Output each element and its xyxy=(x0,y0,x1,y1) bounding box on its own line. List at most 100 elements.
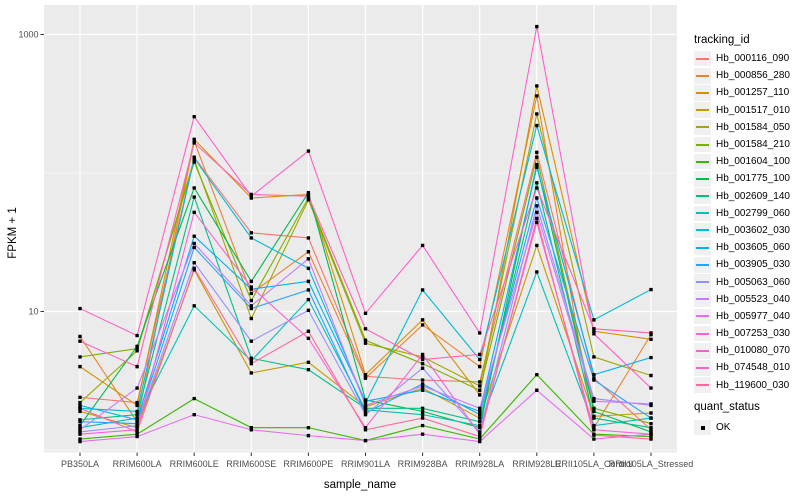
data-point xyxy=(420,412,425,417)
legend-item-label: Hb_003602_030 xyxy=(716,224,790,236)
data-point xyxy=(192,266,196,271)
data-point xyxy=(249,339,253,343)
data-point xyxy=(363,376,368,380)
line-swatch-icon xyxy=(696,57,709,60)
data-point xyxy=(592,409,596,414)
data-point xyxy=(249,306,253,311)
data-point xyxy=(363,438,368,443)
data-point xyxy=(420,384,425,388)
data-point xyxy=(535,388,539,392)
x-tick-label: RRIM600LA xyxy=(113,459,162,469)
data-point xyxy=(420,361,425,366)
data-point xyxy=(535,196,539,200)
data-point xyxy=(306,425,311,430)
data-point xyxy=(135,333,139,338)
data-point xyxy=(306,367,311,372)
data-point xyxy=(363,412,368,417)
data-point xyxy=(306,360,311,364)
legend-item-label: Hb_001517_010 xyxy=(716,104,790,116)
line-swatch-icon xyxy=(696,109,709,112)
data-point xyxy=(306,279,311,284)
data-point xyxy=(78,428,82,432)
data-point xyxy=(306,191,311,195)
plot-panel xyxy=(44,5,677,453)
data-point xyxy=(649,287,653,292)
line-swatch-icon xyxy=(696,195,709,198)
data-point xyxy=(478,434,482,439)
legend-key-swatch xyxy=(694,377,711,393)
data-point xyxy=(592,327,596,331)
x-tick-label: RRII105LA_Control xyxy=(555,459,633,469)
data-point xyxy=(478,439,482,444)
data-point xyxy=(249,359,253,363)
data-point xyxy=(192,304,196,308)
data-point xyxy=(306,194,311,198)
data-point xyxy=(420,406,425,411)
data-point xyxy=(592,372,596,377)
y-tick-label: 1000 xyxy=(18,30,38,40)
legend-item-label: Hb_001775_100 xyxy=(716,173,790,185)
data-point xyxy=(478,364,482,369)
data-point xyxy=(420,432,425,436)
data-point xyxy=(363,372,368,377)
square-point-icon xyxy=(700,425,705,430)
x-tick-label: RRIM901LA xyxy=(341,459,390,469)
legend-item-label: Hb_001257_110 xyxy=(716,87,790,99)
data-point xyxy=(306,257,311,261)
legend-key-swatch xyxy=(694,343,711,359)
data-point xyxy=(192,160,196,164)
data-point xyxy=(478,357,482,362)
data-point xyxy=(78,355,82,359)
data-point xyxy=(135,386,139,390)
line-swatch-icon xyxy=(696,332,709,335)
data-point xyxy=(592,318,596,322)
data-point xyxy=(78,403,82,408)
data-point xyxy=(420,416,425,420)
data-point xyxy=(135,430,139,434)
data-point xyxy=(135,434,139,439)
tick-labels: PB350LA RRIM600LA RRIM600LE RRIM600SE RRIM60… xyxy=(18,30,693,470)
legend-key-swatch xyxy=(694,222,711,239)
legend-item: Hb_074548_010 xyxy=(694,359,790,376)
data-point xyxy=(649,411,653,415)
line-swatch-icon xyxy=(696,315,709,318)
legend-key-swatch xyxy=(694,257,711,273)
data-point xyxy=(420,352,425,357)
legend-item: Hb_001584_050 xyxy=(694,119,790,136)
data-point xyxy=(592,355,596,359)
data-point xyxy=(592,378,596,382)
data-point xyxy=(249,298,253,303)
data-point xyxy=(592,423,596,428)
data-point xyxy=(249,285,253,289)
data-point xyxy=(306,236,311,240)
legend-key-swatch xyxy=(694,239,711,256)
data-point xyxy=(592,399,596,403)
x-tick-label: RRIM600LE xyxy=(170,459,219,469)
legend-item-label: Hb_002609_140 xyxy=(716,190,790,202)
legend-item: Hb_002799_060 xyxy=(694,205,790,222)
line-swatch-icon xyxy=(696,246,709,249)
data-point xyxy=(363,341,368,345)
data-point xyxy=(478,420,482,424)
data-point xyxy=(592,437,596,441)
legend-item-label: Hb_010080_070 xyxy=(716,345,790,357)
legend-item-label: Hb_000116_090 xyxy=(716,53,790,65)
legend-item-ok: OK xyxy=(694,419,730,436)
legend-item-label: Hb_005063_060 xyxy=(716,276,790,288)
legend-key-swatch xyxy=(694,325,711,342)
data-point xyxy=(78,409,82,414)
line-swatch-icon xyxy=(696,160,709,163)
data-point xyxy=(649,421,653,426)
legend-item: Hb_002609_140 xyxy=(694,188,790,205)
data-point xyxy=(249,356,253,360)
data-point xyxy=(535,123,539,128)
data-point xyxy=(649,402,653,406)
data-point xyxy=(478,352,482,357)
x-tick-label: RRIM928LE xyxy=(512,459,561,469)
data-point xyxy=(135,409,139,414)
legend-item: Hb_001584_210 xyxy=(694,136,790,153)
data-point xyxy=(249,279,253,284)
data-point xyxy=(135,403,139,408)
legend-item: Hb_005977_040 xyxy=(694,308,790,325)
data-point xyxy=(478,423,482,428)
